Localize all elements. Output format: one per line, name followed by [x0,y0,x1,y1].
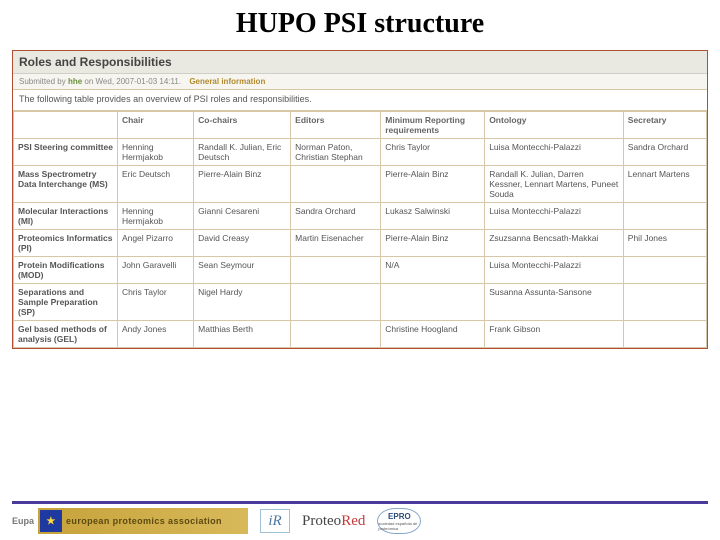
page-title: HUPO PSI structure [0,0,720,50]
table-header-row: ChairCo-chairsEditorsMinimum Reporting r… [14,112,707,139]
logo-strip: Eupa ★ european proteomics association i… [12,508,708,534]
table-cell: Norman Paton, Christian Stephan [291,139,381,166]
table-cell: Luisa Montecchi-Palazzi [485,139,624,166]
table-cell: Sandra Orchard [291,203,381,230]
table-cell [381,284,485,321]
eu-flag-icon: ★ [40,510,62,532]
row-label: Molecular Interactions (MI) [14,203,118,230]
table-cell: Pierre-Alain Binz [381,230,485,257]
table-head: ChairCo-chairsEditorsMinimum Reporting r… [14,112,707,139]
footer: Eupa ★ european proteomics association i… [0,501,720,534]
table-cell: Christine Hoogland [381,321,485,348]
table-cell: Pierre-Alain Binz [194,166,291,203]
table-cell: Chris Taylor [117,284,193,321]
table-cell: Randall K. Julian, Darren Kessner, Lenna… [485,166,624,203]
meta-category-link[interactable]: General information [189,77,265,86]
eupa-banner: ★ european proteomics association [38,508,248,534]
table-body: PSI Steering committeeHenning HermjakobR… [14,139,707,348]
table-cell: Lukasz Salwinski [381,203,485,230]
table-cell: Henning Hermjakob [117,139,193,166]
row-label: Proteomics Informatics (PI) [14,230,118,257]
table-header-cell [14,112,118,139]
table-cell: Phil Jones [623,230,706,257]
table-cell [623,284,706,321]
table-header-cell: Ontology [485,112,624,139]
table-row: PSI Steering committeeHenning HermjakobR… [14,139,707,166]
sepro-text: EPRO [388,512,411,521]
table-cell: Eric Deutsch [117,166,193,203]
table-cell [623,257,706,284]
table-row: Separations and Sample Preparation (SP)C… [14,284,707,321]
table-cell: Susanna Assunta-Sansone [485,284,624,321]
table-cell: Chris Taylor [381,139,485,166]
table-row: Molecular Interactions (MI)Henning Hermj… [14,203,707,230]
table-cell: Martin Eisenacher [291,230,381,257]
table-cell: Angel Pizarro [117,230,193,257]
table-cell: Pierre-Alain Binz [381,166,485,203]
table-cell: Sean Seymour [194,257,291,284]
meta-prefix: Submitted by [19,77,66,86]
table-row: Protein Modifications (MOD)John Garavell… [14,257,707,284]
roles-table: ChairCo-chairsEditorsMinimum Reporting r… [13,111,707,348]
table-cell [291,284,381,321]
row-label: Mass Spectrometry Data Interchange (MS) [14,166,118,203]
intro-text: The following table provides an overview… [13,90,707,111]
table-cell [623,203,706,230]
section-header: Roles and Responsibilities [13,51,707,74]
table-header-cell: Editors [291,112,381,139]
table-row: Gel based methods of analysis (GEL)Andy … [14,321,707,348]
table-cell: Andy Jones [117,321,193,348]
table-cell [291,257,381,284]
table-cell: Luisa Montecchi-Palazzi [485,203,624,230]
table-row: Proteomics Informatics (PI)Angel Pizarro… [14,230,707,257]
roles-panel: Roles and Responsibilities Submitted by … [12,50,708,349]
meta-date: on Wed, 2007-01-03 14:11. [84,77,181,86]
table-cell: Randall K. Julian, Eric Deutsch [194,139,291,166]
footer-divider [12,501,708,504]
row-label: PSI Steering committee [14,139,118,166]
proteored-logo: ProteoRed [302,513,365,530]
table-cell: Nigel Hardy [194,284,291,321]
table-cell: Zsuzsanna Bencsath-Makkai [485,230,624,257]
table-cell: Lennart Martens [623,166,706,203]
table-cell: Henning Hermjakob [117,203,193,230]
eupa-logo: Eupa ★ european proteomics association [12,508,248,534]
table-cell: Frank Gibson [485,321,624,348]
table-cell [291,321,381,348]
meta-user-link[interactable]: hhe [68,77,82,86]
table-cell: Matthias Berth [194,321,291,348]
sepro-logo: EPRO sociedad española de proteómica [377,508,421,534]
table-row: Mass Spectrometry Data Interchange (MS)E… [14,166,707,203]
table-cell: Gianni Cesareni [194,203,291,230]
table-cell [291,166,381,203]
table-cell: Sandra Orchard [623,139,706,166]
table-header-cell: Minimum Reporting requirements [381,112,485,139]
table-cell: N/A [381,257,485,284]
meta-bar: Submitted by hhe on Wed, 2007-01-03 14:1… [13,74,707,90]
table-header-cell: Co-chairs [194,112,291,139]
eupa-prefix: Eupa [12,516,34,526]
table-cell: John Garavelli [117,257,193,284]
proteored-b: Red [341,513,365,529]
proteored-a: Proteo [302,513,341,529]
table-cell: David Creasy [194,230,291,257]
row-label: Separations and Sample Preparation (SP) [14,284,118,321]
table-header-cell: Chair [117,112,193,139]
table-cell: Luisa Montecchi-Palazzi [485,257,624,284]
sepro-subtext: sociedad española de proteómica [378,521,420,531]
row-label: Protein Modifications (MOD) [14,257,118,284]
eupa-text: european proteomics association [66,516,222,526]
row-label: Gel based methods of analysis (GEL) [14,321,118,348]
table-cell [623,321,706,348]
ir-logo: iR [260,509,290,533]
table-header-cell: Secretary [623,112,706,139]
